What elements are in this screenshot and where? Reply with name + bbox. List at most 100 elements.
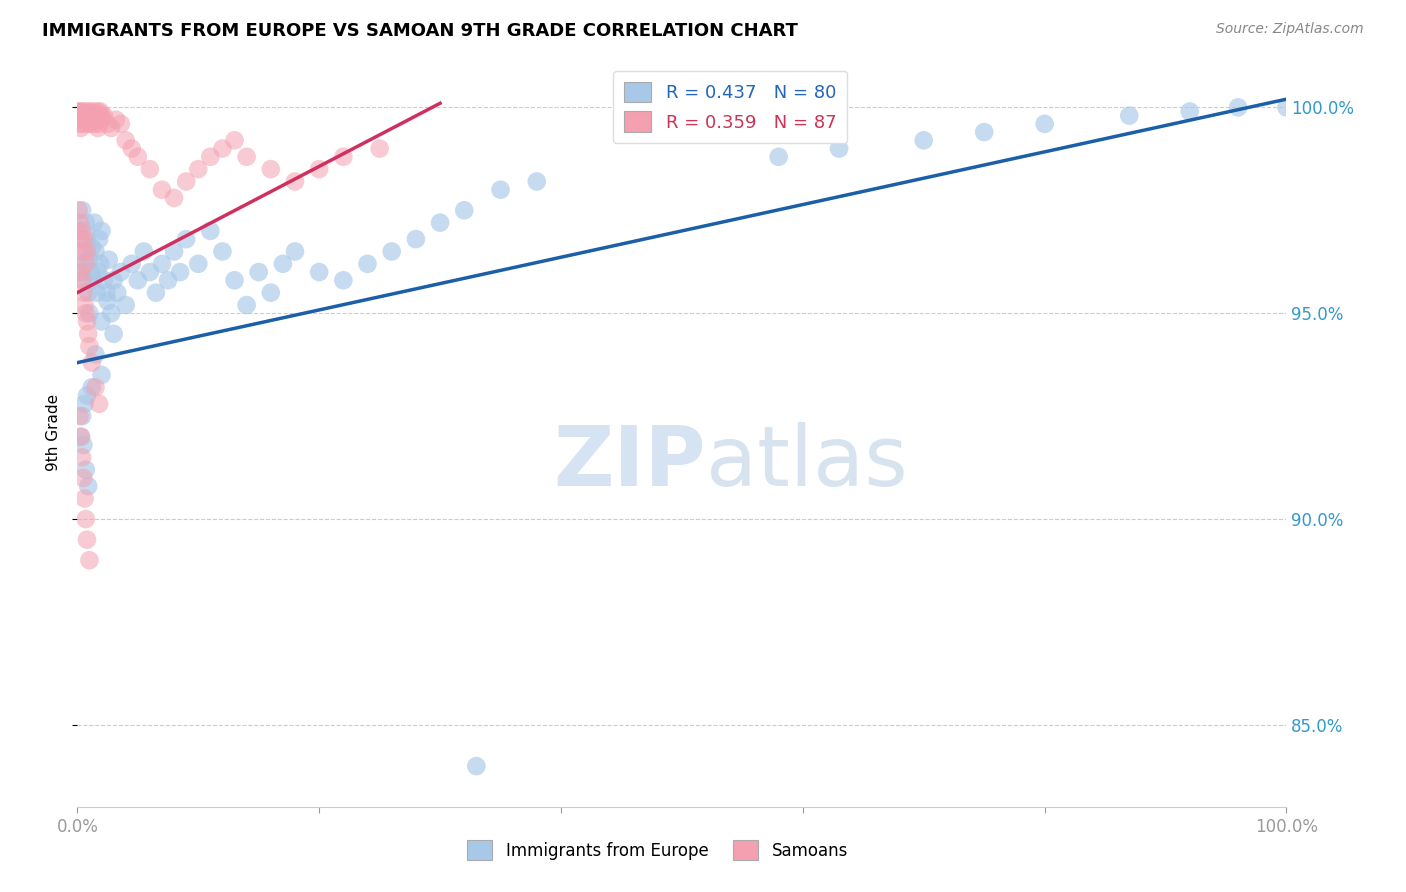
Point	[163, 244, 186, 259]
Point	[86, 112, 108, 127]
Point	[76, 109, 98, 123]
Point	[121, 142, 143, 156]
Point	[150, 183, 173, 197]
Point	[69, 104, 91, 119]
Point	[70, 203, 93, 218]
Point	[247, 265, 270, 279]
Point	[271, 257, 294, 271]
Point	[67, 104, 90, 119]
Point	[84, 347, 107, 361]
Point	[73, 491, 96, 506]
Point	[72, 471, 94, 485]
Point	[912, 133, 935, 147]
Point	[80, 356, 103, 370]
Text: Source: ZipAtlas.com: Source: ZipAtlas.com	[1216, 22, 1364, 37]
Point	[67, 203, 90, 218]
Point	[83, 216, 105, 230]
Point	[82, 112, 104, 127]
Point	[77, 479, 100, 493]
Point	[110, 265, 132, 279]
Point	[72, 117, 94, 131]
Point	[75, 216, 97, 230]
Point	[73, 273, 96, 287]
Point	[96, 293, 118, 308]
Point	[69, 409, 91, 424]
Point	[211, 142, 233, 156]
Point	[76, 244, 98, 259]
Point	[73, 104, 96, 119]
Point	[72, 109, 94, 123]
Point	[79, 339, 101, 353]
Point	[235, 150, 257, 164]
Point	[70, 232, 93, 246]
Point	[100, 306, 122, 320]
Point	[75, 463, 97, 477]
Point	[489, 183, 512, 197]
Point	[75, 257, 97, 271]
Point	[86, 112, 108, 127]
Point	[127, 150, 149, 164]
Point	[73, 397, 96, 411]
Point	[1275, 100, 1298, 114]
Point	[70, 224, 93, 238]
Point	[96, 117, 118, 131]
Point	[76, 232, 98, 246]
Text: IMMIGRANTS FROM EUROPE VS SAMOAN 9TH GRADE CORRELATION CHART: IMMIGRANTS FROM EUROPE VS SAMOAN 9TH GRA…	[42, 22, 799, 40]
Point	[84, 109, 107, 123]
Point	[90, 368, 112, 382]
Point	[224, 273, 246, 287]
Point	[79, 104, 101, 119]
Point	[87, 117, 110, 131]
Point	[82, 273, 104, 287]
Point	[157, 273, 180, 287]
Point	[103, 273, 125, 287]
Point	[211, 244, 233, 259]
Point	[79, 252, 101, 267]
Point	[75, 112, 97, 127]
Point	[84, 244, 107, 259]
Point	[70, 265, 93, 279]
Point	[75, 306, 97, 320]
Point	[308, 265, 330, 279]
Point	[332, 150, 354, 164]
Point	[308, 162, 330, 177]
Point	[973, 125, 995, 139]
Point	[79, 306, 101, 320]
Point	[90, 224, 112, 238]
Point	[84, 380, 107, 394]
Point	[96, 285, 118, 300]
Point	[1118, 109, 1140, 123]
Point	[70, 273, 93, 287]
Point	[72, 244, 94, 259]
Point	[77, 326, 100, 341]
Point	[87, 104, 110, 119]
Point	[70, 450, 93, 465]
Point	[260, 162, 283, 177]
Point	[77, 104, 100, 119]
Point	[69, 216, 91, 230]
Point	[76, 388, 98, 402]
Point	[453, 203, 475, 218]
Point	[114, 298, 136, 312]
Point	[70, 430, 93, 444]
Point	[200, 224, 222, 238]
Point	[80, 109, 103, 123]
Point	[100, 120, 122, 135]
Point	[103, 326, 125, 341]
Point	[90, 314, 112, 328]
Point	[73, 232, 96, 246]
Point	[69, 117, 91, 131]
Point	[381, 244, 404, 259]
Point	[356, 257, 378, 271]
Point	[75, 112, 97, 127]
Point	[284, 174, 307, 188]
Point	[93, 273, 115, 287]
Point	[70, 104, 93, 119]
Point	[77, 285, 100, 300]
Point	[70, 109, 93, 123]
Point	[70, 409, 93, 424]
Point	[83, 117, 105, 131]
Point	[90, 109, 112, 123]
Point	[87, 120, 110, 135]
Point	[79, 553, 101, 567]
